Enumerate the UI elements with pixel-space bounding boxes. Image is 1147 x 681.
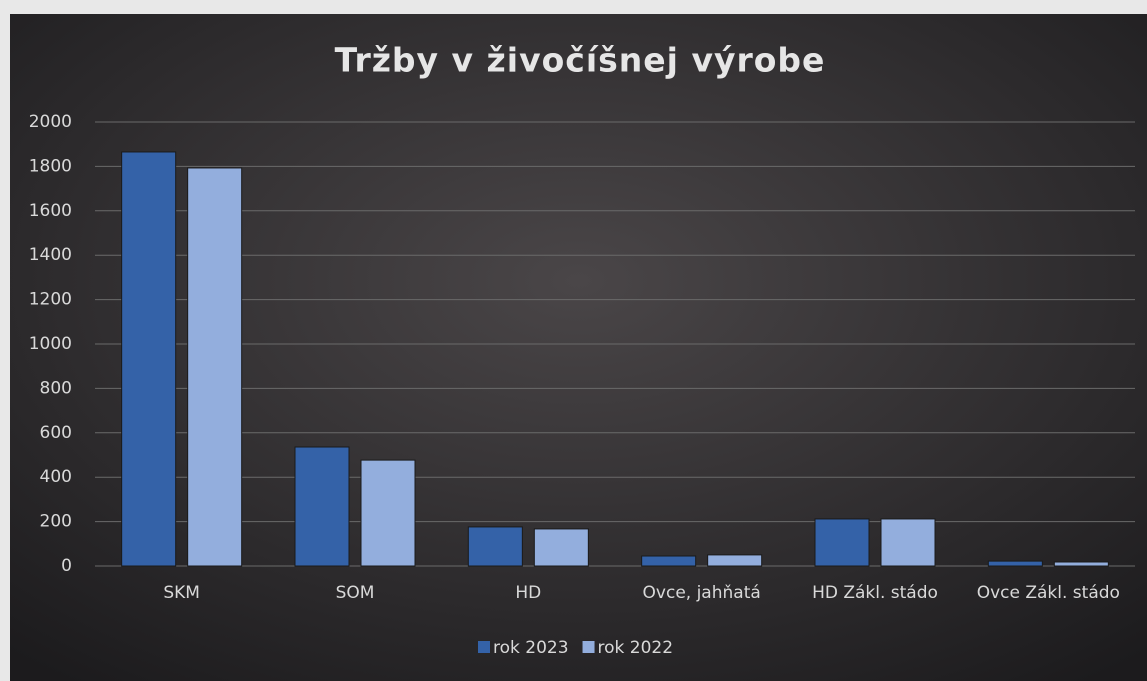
legend-label: rok 2023 — [493, 638, 569, 658]
y-tick-label: 400 — [40, 467, 72, 487]
legend-label: rok 2022 — [598, 638, 674, 658]
y-tick-label: 600 — [40, 423, 72, 443]
chart-title: Tržby v živočíšnej výrobe — [335, 41, 826, 80]
x-tick-label: Ovce Zákl. stádo — [977, 583, 1120, 603]
chart-background — [10, 14, 1147, 681]
bar — [533, 528, 589, 567]
bar — [707, 554, 763, 567]
bar — [360, 459, 416, 567]
bar — [880, 518, 936, 567]
bar — [1053, 561, 1109, 567]
x-tick-label: HD — [515, 583, 541, 603]
x-tick-label: SOM — [336, 583, 375, 603]
x-tick-label: HD Zákl. stádo — [812, 583, 938, 603]
bar — [187, 167, 243, 567]
bar — [121, 151, 177, 567]
bar — [294, 446, 350, 567]
y-tick-label: 1400 — [29, 245, 72, 265]
y-tick-label: 800 — [40, 378, 72, 398]
bar — [641, 555, 697, 567]
y-tick-label: 200 — [40, 512, 72, 532]
y-tick-label: 0 — [61, 556, 72, 576]
y-tick-label: 1000 — [29, 334, 72, 354]
y-tick-label: 1600 — [29, 201, 72, 221]
bar — [814, 518, 870, 567]
legend-swatch — [582, 641, 595, 653]
y-tick-label: 1800 — [29, 156, 72, 176]
x-tick-label: SKM — [163, 583, 200, 603]
x-tick-label: Ovce, jahňatá — [643, 583, 761, 603]
bar — [987, 560, 1043, 567]
y-tick-label: 2000 — [29, 112, 72, 132]
y-tick-label: 1200 — [29, 290, 72, 310]
bar — [467, 526, 523, 567]
legend-swatch — [478, 641, 490, 653]
